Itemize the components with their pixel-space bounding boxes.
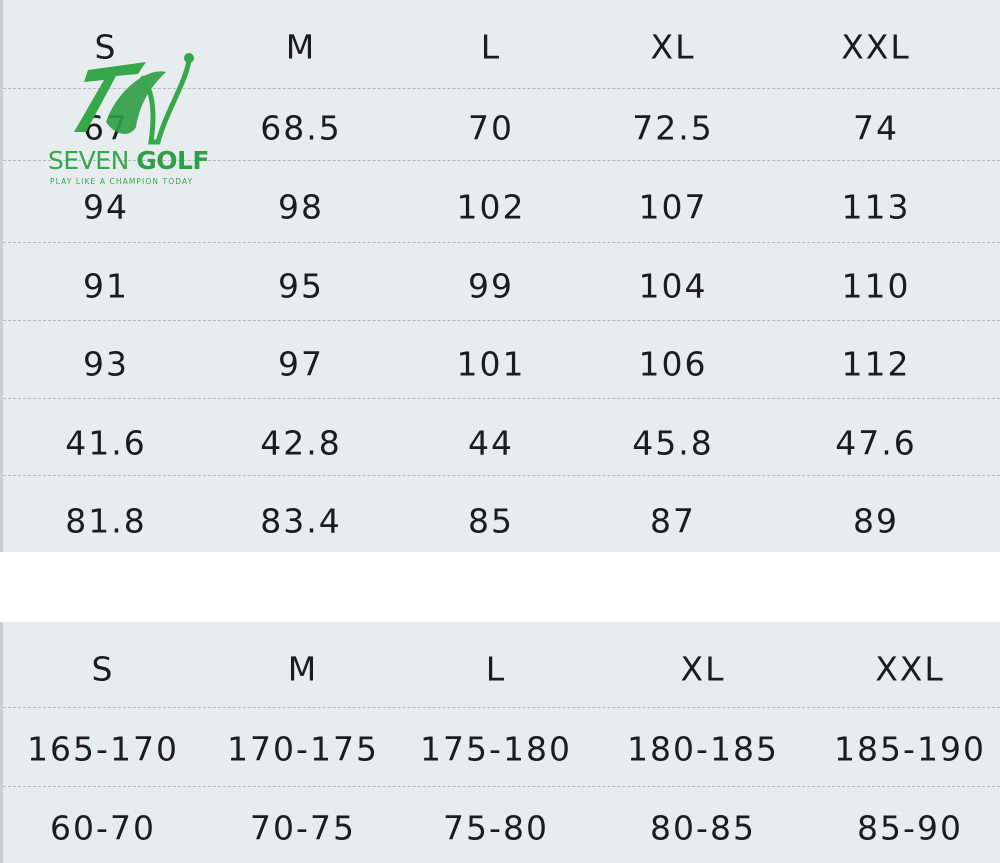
row-divider [3, 475, 1000, 476]
size-table-measurements: S M L XL XXL 67 68.5 70 72.5 74 94 98 102 107 113 91 95 9… [0, 0, 1000, 552]
table-cell: 87 [650, 501, 696, 541]
row-divider [3, 88, 1000, 89]
table-cell: 70 [468, 108, 514, 148]
table-cell: 93 [83, 344, 129, 384]
table-cell: 106 [638, 344, 708, 384]
table-cell: 83.4 [260, 501, 342, 541]
size-header-cell: XXL [875, 649, 945, 689]
row-divider [3, 160, 1000, 161]
table-cell: 113 [841, 187, 911, 227]
table-cell: 91 [83, 266, 129, 306]
table-cell: 45.8 [632, 423, 714, 463]
table-cell: 104 [638, 266, 708, 306]
table-cell: 68.5 [260, 108, 342, 148]
size-header-cell: XL [680, 649, 726, 689]
table-cell: 74 [853, 108, 899, 148]
table-cell: 89 [853, 501, 899, 541]
size-header-cell: L [480, 27, 502, 67]
table-cell: 102 [456, 187, 526, 227]
size-header-cell: XL [650, 27, 696, 67]
table-cell: 75-80 [443, 808, 549, 848]
golfer-logo-icon [74, 53, 194, 145]
table-cell: 170-175 [227, 729, 379, 769]
table-cell: 85 [468, 501, 514, 541]
size-header-cell: M [287, 649, 319, 689]
table-cell: 42.8 [260, 423, 342, 463]
table-cell: 110 [841, 266, 911, 306]
row-divider [3, 320, 1000, 321]
logo-tagline: PLAY LIKE A CHAMPION TODAY [50, 177, 194, 186]
table-cell: 47.6 [835, 423, 917, 463]
seven-golf-logo: SEVEN GOLF PLAY LIKE A CHAMPION TODAY [46, 52, 221, 192]
table-cell: 81.8 [65, 501, 147, 541]
row-divider [3, 398, 1000, 399]
size-header-cell: M [285, 27, 317, 67]
logo-name-bold: GOLF [136, 146, 209, 175]
size-header-cell: XXL [841, 27, 911, 67]
row-divider [3, 242, 1000, 243]
table-cell: 41.6 [65, 423, 147, 463]
table-cell: 72.5 [632, 108, 714, 148]
size-header-cell: L [485, 649, 507, 689]
table-cell: 44 [468, 423, 514, 463]
table-cell: 107 [638, 187, 708, 227]
table-cell: 60-70 [50, 808, 156, 848]
table-cell: 85-90 [857, 808, 963, 848]
table-cell: 175-180 [420, 729, 572, 769]
logo-name-light: SEVEN [48, 146, 129, 175]
table-cell: 80-85 [650, 808, 756, 848]
table-cell: 95 [278, 266, 324, 306]
table-cell: 165-170 [27, 729, 179, 769]
table-cell: 112 [841, 344, 911, 384]
row-divider [3, 786, 1000, 787]
table-cell: 99 [468, 266, 514, 306]
table-cell: 70-75 [250, 808, 356, 848]
size-header-cell: S [91, 649, 115, 689]
table-cell: 94 [83, 187, 129, 227]
table-cell: 185-190 [834, 729, 986, 769]
table-cell: 97 [278, 344, 324, 384]
table-cell: 180-185 [627, 729, 779, 769]
size-header-cell: S [94, 27, 118, 67]
row-divider [3, 707, 1000, 708]
size-table-height-weight: S M L XL XXL 165-170 170-175 175-180 180-185 185-… [0, 622, 1000, 863]
table-cell: 98 [278, 187, 324, 227]
table-cell: 101 [456, 344, 526, 384]
